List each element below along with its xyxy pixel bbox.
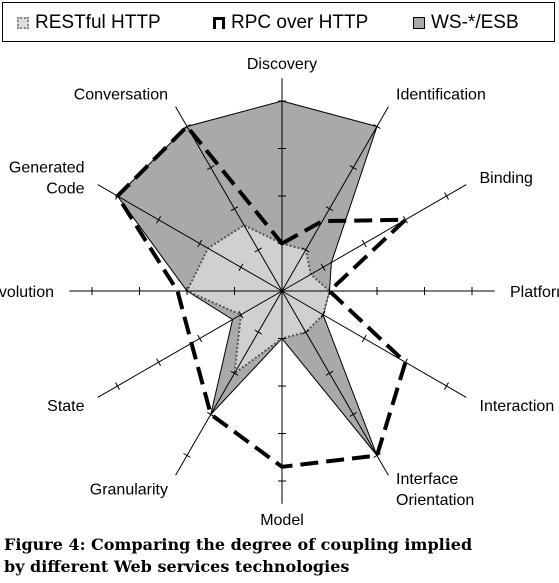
axis-tick-generated-code-3 [156, 216, 162, 224]
axis-tick-conversation-3 [207, 165, 215, 171]
caption-line-1: Figure 4: Comparing the degree of coupli… [4, 535, 473, 554]
axis-tick-conversation-1 [254, 247, 262, 253]
legend-label-ws-esb: WS-*/ESB [431, 12, 519, 33]
axis-label-binding: Binding [480, 170, 533, 187]
axis-label-state-line-1: State [47, 398, 84, 415]
axis-label-model-line-1: Model [260, 512, 304, 529]
axis-label-evolution: Evolution [0, 284, 54, 301]
axis-label-model: Model [260, 512, 304, 529]
axis-label-discovery: Discovery [247, 56, 317, 73]
axis-label-granularity-line-1: Granularity [90, 482, 168, 499]
axis-label-conversation: Conversation [74, 87, 168, 104]
axis-label-platform: Platform [510, 284, 559, 301]
legend-swatch-rpc-over-http [213, 17, 225, 29]
axis-tick-state-1 [238, 311, 244, 319]
axis-tick-binding-2 [361, 239, 367, 248]
axis-label-conversation-line-1: Conversation [74, 87, 168, 104]
axis-tick-granularity-2 [230, 370, 239, 376]
axis-label-binding-line-1: Binding [480, 170, 533, 187]
axis-tick-interface-orientation-2 [325, 370, 334, 376]
axis-tick-state-2 [197, 334, 203, 343]
axis-tick-interface-orientation-1 [302, 329, 310, 335]
axis-label-interface-orientation-line-2: Orientation [396, 492, 474, 509]
axis-label-state: State [47, 398, 84, 415]
axis-tick-conversation-4 [183, 124, 191, 129]
axis-tick-generated-code-1 [238, 263, 244, 271]
axis-line-generated-code [97, 184, 283, 292]
axis-label-interface-orientation-line-1: Interface [396, 471, 458, 488]
axis-tick-binding-3 [402, 216, 408, 224]
axis-tick-identification-1 [302, 247, 310, 253]
axis-tick-interaction-1 [320, 311, 326, 319]
axis-tick-interface-orientation-3 [349, 411, 357, 417]
axis-tick-identification-4 [373, 124, 381, 129]
axis-line-granularity [175, 290, 283, 476]
axis-tick-binding-1 [320, 263, 326, 271]
axis-tick-generated-code-2 [197, 239, 203, 248]
axis-label-platform-line-1: Platform [510, 284, 559, 301]
axis-label-interaction: Interaction [480, 398, 555, 415]
axis-tick-interaction-2 [361, 334, 367, 343]
axis-tick-granularity-1 [254, 329, 262, 335]
axis-label-generated-code-line-2: Code [46, 181, 84, 198]
axis-label-generated-code-line-1: Generated [9, 160, 85, 177]
radar-chart: Discovery Identification Binding Platform In… [0, 56, 559, 529]
axis-tick-granularity-3 [207, 411, 215, 417]
axis-tick-granularity-4 [183, 453, 191, 458]
legend-swatch-restful-http [17, 17, 29, 29]
chart-legend: RESTful HTTP RPC over HTTP WS-*/ESB [2, 2, 555, 42]
caption-line-2: by different Web services technologies [4, 557, 350, 576]
axis-tick-conversation-2 [230, 206, 239, 212]
axis-tick-identification-3 [349, 165, 357, 171]
legend-item-rpc-over-http: RPC over HTTP [213, 11, 368, 35]
axis-tick-identification-2 [325, 206, 334, 212]
figure-caption: Figure 4: Comparing the degree of coupli… [4, 534, 557, 578]
axis-label-identification: Identification [396, 87, 486, 104]
axis-line-interface-orientation [281, 290, 389, 476]
axis-line-binding [281, 184, 467, 292]
axis-tick-interaction-4 [444, 382, 449, 390]
axis-label-generated-code: Generated Code [9, 160, 85, 198]
axis-line-interaction [281, 290, 467, 398]
legend-item-ws-esb: WS-*/ESB [413, 11, 519, 35]
axis-tick-binding-4 [444, 192, 449, 200]
legend-swatch-ws-esb [413, 17, 425, 29]
legend-label-restful-http: RESTful HTTP [35, 12, 161, 33]
series-rpc-over-http-polygon [115, 124, 408, 469]
axis-label-interaction-line-1: Interaction [480, 398, 555, 415]
axis-label-interface-orientation: Interface Orientation [396, 471, 474, 509]
axis-label-identification-line-1: Identification [396, 87, 486, 104]
legend-label-rpc-over-http: RPC over HTTP [231, 12, 369, 33]
axis-label-discovery-line-1: Discovery [247, 56, 317, 73]
axis-tick-state-4 [115, 382, 120, 390]
axis-tick-state-3 [156, 358, 162, 366]
legend-item-restful-http: RESTful HTTP [17, 11, 161, 35]
axis-label-evolution-line-1: Evolution [0, 284, 54, 301]
axis-line-identification [281, 106, 389, 292]
axis-label-granularity: Granularity [90, 482, 168, 499]
